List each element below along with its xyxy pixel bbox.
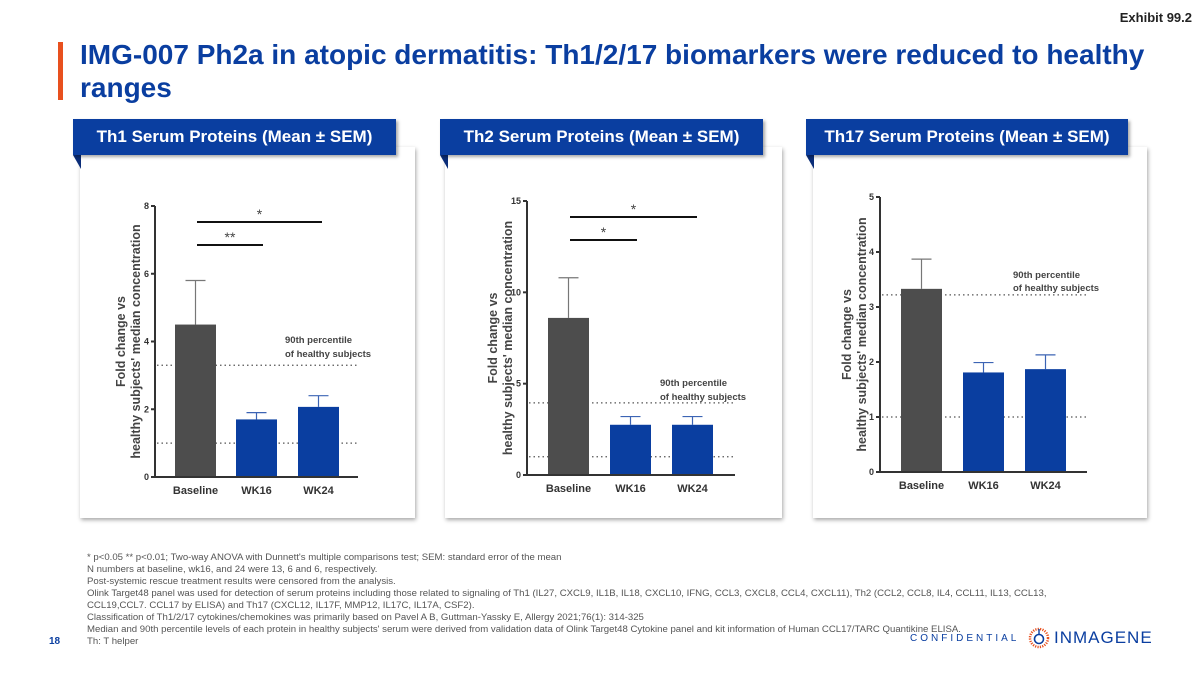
bar-wk16 — [236, 419, 277, 477]
page-number: 18 — [49, 636, 61, 647]
page-title: IMG-007 Ph2a in atopic dermatitis: Th1/2… — [80, 39, 1145, 103]
x-tick-label: WK16 — [615, 483, 646, 495]
y-axis-label: Fold change vshealthy subjects' median c… — [840, 217, 869, 451]
th2-bar-chart: Baseline WK16 WK24 0 5 10 15 Fold change vsheal… — [486, 196, 746, 495]
y-tick-label: 0 — [516, 470, 521, 480]
bar-wk24 — [672, 424, 713, 475]
x-tick-label: WK24 — [1030, 480, 1061, 492]
footnote-line: N numbers at baseline, wk16, and 24 were… — [87, 564, 378, 575]
bar-baseline — [548, 317, 589, 475]
panel-th2-tab-fold — [440, 155, 448, 169]
y-tick-label: 5 — [516, 379, 521, 389]
logo-text: INMAGENE — [1054, 628, 1153, 647]
y-tick-label: 0 — [144, 472, 149, 482]
y-tick-label: 10 — [511, 287, 521, 297]
y-tick-label: 2 — [144, 404, 149, 414]
bar-wk24 — [1025, 369, 1066, 472]
reference-label: 90th percentile — [285, 335, 352, 346]
panel-th1-tab-fold — [73, 155, 81, 169]
bar-baseline — [901, 288, 942, 472]
bar-baseline — [175, 324, 216, 477]
y-tick-label: 3 — [869, 302, 874, 312]
y-tick-label: 15 — [511, 196, 521, 206]
th17-bar-chart: Baseline WK16 WK24 0 1 2 3 4 5 Fold change vsheal… — [840, 192, 1099, 492]
y-tick-label: 4 — [144, 337, 149, 347]
x-tick-label: WK16 — [241, 485, 272, 497]
footnote-line: Th: T helper — [87, 636, 139, 647]
y-tick-label: 0 — [869, 467, 874, 477]
panel-th2-header: Th2 Serum Proteins (Mean ± SEM) — [440, 119, 763, 155]
bar-wk16 — [963, 372, 1004, 472]
title-accent-bar — [58, 42, 63, 100]
reference-label: 90th percentile — [660, 378, 727, 389]
th1-bar-chart: Baseline WK16 WK24 0 2 4 6 8 Fold change vshealt… — [114, 201, 371, 497]
y-tick-label: 1 — [869, 412, 874, 422]
y-tick-label: 5 — [869, 192, 874, 202]
confidential-label: CONFIDENTIAL — [910, 633, 1020, 644]
y-axis-label: Fold change vshealthy subjects' median c… — [486, 221, 515, 455]
reference-label: of healthy subjects — [1013, 283, 1099, 294]
y-tick-label: 8 — [144, 201, 149, 211]
exhibit-label: Exhibit 99.2 — [1119, 10, 1192, 25]
footnote-line: Median and 90th percentile levels of eac… — [87, 624, 961, 635]
y-tick-label: 4 — [869, 247, 874, 257]
significance-marker: * — [631, 201, 637, 217]
x-tick-label: WK24 — [677, 483, 708, 495]
company-logo: INMAGENE — [1028, 627, 1153, 649]
reference-label: of healthy subjects — [660, 392, 746, 403]
x-tick-label: Baseline — [546, 483, 591, 495]
panel-th1-header: Th1 Serum Proteins (Mean ± SEM) — [73, 119, 396, 155]
x-tick-label: WK24 — [303, 485, 334, 497]
bar-wk16 — [610, 424, 651, 475]
x-tick-label: WK16 — [968, 480, 999, 492]
x-tick-label: Baseline — [173, 485, 218, 497]
y-tick-label: 6 — [144, 269, 149, 279]
footnote-line: * p<0.05 ** p<0.01; Two-way ANOVA with D… — [87, 552, 562, 563]
panel-th17-tab-fold — [806, 155, 814, 169]
footnote-line: CCL19,CCL7. CCL17 by ELISA) and Th17 (CX… — [87, 600, 475, 611]
significance-marker: ** — [225, 229, 236, 245]
x-tick-label: Baseline — [899, 480, 944, 492]
footnote-line: Olink Target48 panel was used for detect… — [87, 588, 1047, 599]
logo-sunburst-icon — [1028, 627, 1050, 649]
significance-marker: * — [601, 224, 607, 240]
y-axis-label: Fold change vshealthy subjects' median c… — [114, 224, 143, 458]
footnote-line: Post-systemic rescue treatment results w… — [87, 576, 396, 587]
reference-label: 90th percentile — [1013, 270, 1080, 281]
reference-label: of healthy subjects — [285, 349, 371, 360]
footnote-line: Classification of Th1/2/17 cytokines/che… — [87, 612, 644, 623]
y-tick-label: 2 — [869, 357, 874, 367]
significance-marker: * — [257, 206, 263, 222]
panel-th17-header: Th17 Serum Proteins (Mean ± SEM) — [806, 119, 1128, 155]
bar-wk24 — [298, 406, 339, 477]
footnotes: * p<0.05 ** p<0.01; Two-way ANOVA with D… — [87, 552, 1047, 648]
